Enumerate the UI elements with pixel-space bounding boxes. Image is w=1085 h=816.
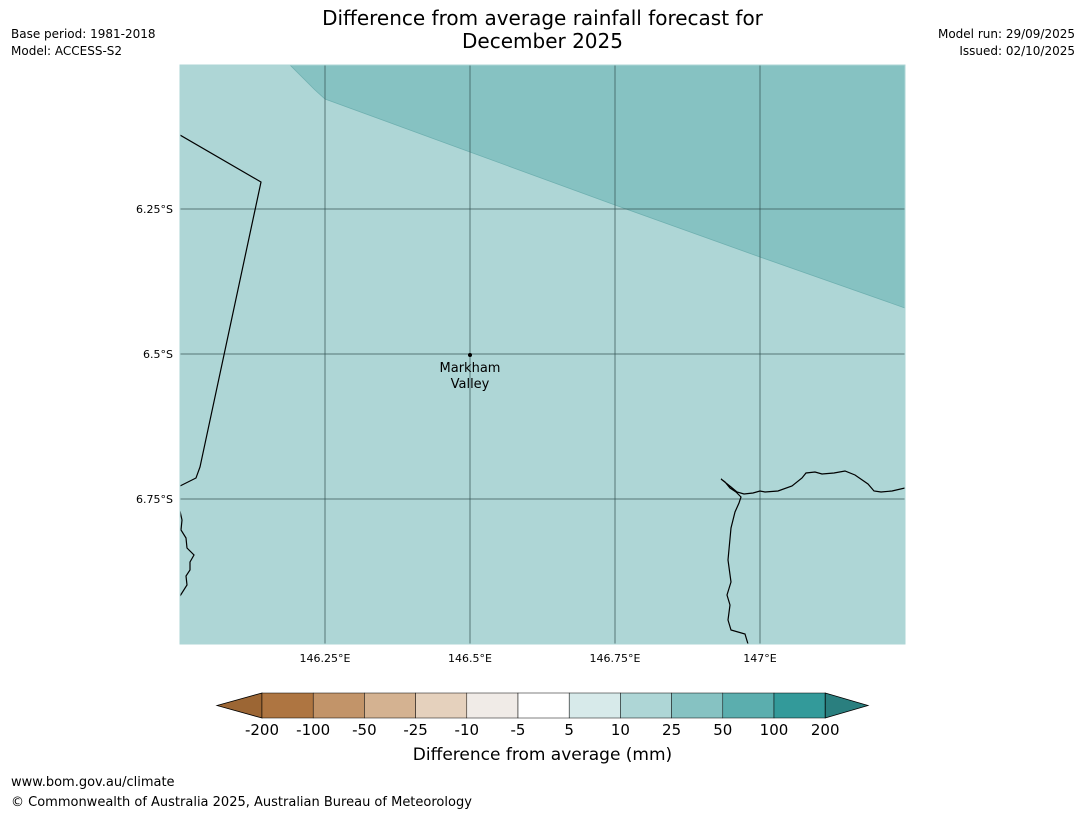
colorbar-swatch-3 xyxy=(415,692,468,719)
colorbar-tick-label: -100 xyxy=(296,721,330,739)
colorbar-tick-label: 10 xyxy=(611,721,630,739)
colorbar-tick-label: 5 xyxy=(564,721,574,739)
colorbar-tick-label: 25 xyxy=(662,721,681,739)
colorbar-swatch-5 xyxy=(517,692,570,719)
colorbar: -200 -100 -50 -25 -10 -5 5 10 25 50 100 200 xyxy=(215,692,870,739)
footer-url: www.bom.gov.au/climate xyxy=(11,775,175,790)
colorbar-swatch-2 xyxy=(364,692,416,719)
coastlines xyxy=(180,134,905,644)
model-run-text: Model run: 29/09/2025 xyxy=(937,27,1075,41)
lon-label-14675: 146.75°E xyxy=(590,652,641,665)
markham-valley-marker xyxy=(468,353,472,357)
colorbar-swatch-9 xyxy=(722,692,775,719)
colorbar-tick-label: 100 xyxy=(760,721,789,739)
colorbar-tick-label: -50 xyxy=(352,721,377,739)
lat-label-675: 6.75°S xyxy=(136,493,173,506)
colorbar-extend-high xyxy=(824,692,870,719)
footer-copyright: © Commonwealth of Australia 2025, Austra… xyxy=(11,795,472,810)
colorbar-swatch-0 xyxy=(261,692,314,719)
grid-lines xyxy=(180,65,905,644)
colorbar-swatch-1 xyxy=(312,692,365,719)
colorbar-tick-label: -25 xyxy=(403,721,428,739)
issued-text: Issued: 02/10/2025 xyxy=(959,44,1075,58)
model-text: Model: ACCESS-S2 xyxy=(11,44,123,58)
map-frame xyxy=(179,64,906,645)
colorbar-swatches xyxy=(215,692,870,719)
colorbar-tick-label: 50 xyxy=(713,721,732,739)
lon-label-147: 147°E xyxy=(743,652,776,665)
lon-label-14625: 146.25°E xyxy=(300,652,351,665)
colorbar-tick-label: -10 xyxy=(455,721,480,739)
colorbar-extend-low xyxy=(215,692,263,719)
colorbar-ticks: -200 -100 -50 -25 -10 -5 5 10 25 50 100 200 xyxy=(245,721,840,739)
title-line-2: December 2025 xyxy=(462,29,623,53)
colorbar-swatch-7 xyxy=(620,692,672,719)
title-line-1: Difference from average rainfall forecas… xyxy=(322,6,763,30)
lon-label-1465: 146.5°E xyxy=(448,652,492,665)
colorbar-swatch-10 xyxy=(773,692,826,719)
colorbar-tick-label: -200 xyxy=(245,721,279,739)
place-label-line-2: Valley xyxy=(451,377,490,392)
rainfall-map: Markham Valley 6.25°S 6.5°S 6.75°S 146.2… xyxy=(136,64,906,665)
coast-huon-gulf xyxy=(720,470,905,644)
colorbar-label: Difference from average (mm) xyxy=(412,745,673,765)
colorbar-swatch-4 xyxy=(466,692,519,719)
base-period-text: Base period: 1981-2018 xyxy=(11,27,156,41)
lat-label-65: 6.5°S xyxy=(143,348,173,361)
meta-right: Model run: 29/09/2025 Issued: 02/10/2025 xyxy=(938,26,1075,60)
band-25-50-region xyxy=(290,65,905,308)
place-label-line-1: Markham xyxy=(440,361,501,376)
coast-west-bottom xyxy=(180,510,195,597)
colorbar-tick-label: 200 xyxy=(811,721,840,739)
colorbar-tick-label: -5 xyxy=(511,721,526,739)
meta-left: Base period: 1981-2018 Model: ACCESS-S2 xyxy=(11,26,156,60)
colorbar-swatch-6 xyxy=(568,692,621,719)
border-line-west xyxy=(180,134,262,487)
colorbar-swatch-8 xyxy=(671,692,724,719)
lat-label-625: 6.25°S xyxy=(136,203,173,216)
map-title: Difference from average rainfall forecas… xyxy=(0,7,1085,53)
